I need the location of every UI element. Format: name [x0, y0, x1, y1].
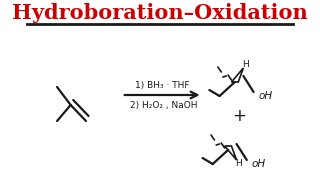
Text: oH: oH	[252, 159, 266, 169]
Text: H: H	[242, 60, 248, 69]
Text: oH: oH	[259, 91, 273, 101]
Text: 2) H₂O₂ , NaOH: 2) H₂O₂ , NaOH	[130, 100, 197, 109]
Text: Hydroboration–Oxidation: Hydroboration–Oxidation	[12, 3, 308, 23]
Text: 1) BH₃ · THF: 1) BH₃ · THF	[135, 80, 189, 89]
Text: +: +	[232, 107, 246, 125]
Text: H: H	[235, 159, 242, 168]
